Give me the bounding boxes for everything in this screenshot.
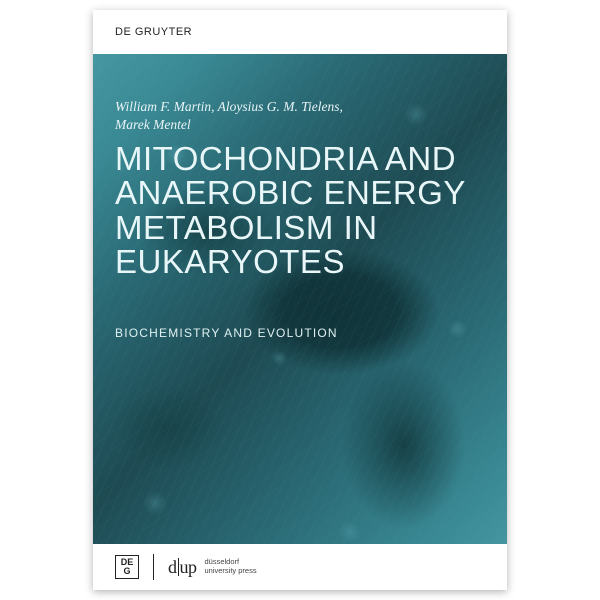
authors-line-2: Marek Mentel [115,116,485,134]
logo-divider [153,554,154,580]
logo-dg-bottom: G [121,567,134,576]
press-name: düsseldorf university press [205,558,257,575]
publisher-name: De Gruyter [115,26,192,38]
title-line-1: MITOCHONDRIA AND [115,142,489,176]
dup-logo: dup [168,557,197,578]
page-container: De Gruyter William F. Martin, Aloysius G… [0,0,600,600]
title-line-2: ANAEROBIC ENERGY [115,176,489,210]
publisher-bottom-bar: DE G dup düsseldorf university press [93,544,507,590]
cover-background-texture [93,10,507,590]
title-line-4: EUKARYOTES [115,245,489,279]
book-title: MITOCHONDRIA AND ANAEROBIC ENERGY METABO… [115,142,489,279]
de-gruyter-logo-icon: DE G [115,555,139,579]
title-line-3: METABOLISM IN [115,211,489,245]
book-cover: De Gruyter William F. Martin, Aloysius G… [93,10,507,590]
press-line-2: university press [205,567,257,576]
authors-block: William F. Martin, Aloysius G. M. Tielen… [115,98,485,134]
authors-line-1: William F. Martin, Aloysius G. M. Tielen… [115,98,485,116]
publisher-top-bar: De Gruyter [93,10,507,54]
book-subtitle: BIOCHEMISTRY AND EVOLUTION [115,326,485,340]
